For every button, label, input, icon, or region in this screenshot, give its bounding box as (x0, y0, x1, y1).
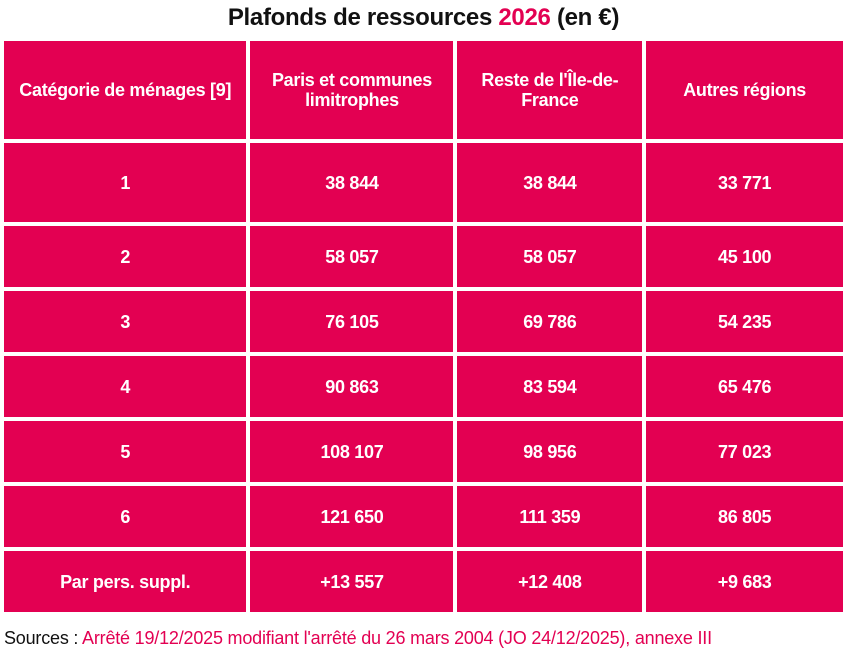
table-row: Par pers. suppl. +13 557 +12 408 +9 683 (4, 551, 843, 612)
cell-idf: +12 408 (457, 551, 643, 612)
cell-paris: 38 844 (250, 143, 454, 222)
header-other-regions: Autres régions (646, 41, 843, 139)
cell-category: 1 (4, 143, 247, 222)
cell-paris: 58 057 (250, 226, 454, 287)
cell-other: 45 100 (646, 226, 843, 287)
table-row: 1 38 844 38 844 33 771 (4, 143, 843, 222)
sources-reference-link[interactable]: Arrêté 19/12/2025 modifiant l'arrêté du … (82, 628, 712, 648)
cell-category: 4 (4, 356, 247, 417)
cell-idf: 58 057 (457, 226, 643, 287)
header-category: Catégorie de ménages [9] (4, 41, 247, 139)
cell-idf: 111 359 (457, 486, 643, 547)
cell-paris: 108 107 (250, 421, 454, 482)
table-row: 4 90 863 83 594 65 476 (4, 356, 843, 417)
page-title: Plafonds de ressources 2026 (en €) (0, 4, 847, 32)
table-row: 3 76 105 69 786 54 235 (4, 291, 843, 352)
cell-paris: +13 557 (250, 551, 454, 612)
cell-other: +9 683 (646, 551, 843, 612)
sources-label: Sources : (4, 628, 83, 648)
table-row: 5 108 107 98 956 77 023 (4, 421, 843, 482)
cell-other: 77 023 (646, 421, 843, 482)
cell-other: 86 805 (646, 486, 843, 547)
cell-idf: 83 594 (457, 356, 643, 417)
cell-other: 54 235 (646, 291, 843, 352)
cell-idf: 38 844 (457, 143, 643, 222)
table-row: 2 58 057 58 057 45 100 (4, 226, 843, 287)
cell-category: Par pers. suppl. (4, 551, 247, 612)
table-header-row: Catégorie de ménages [9] Paris et commun… (4, 41, 843, 139)
sources-note: Sources : Arrêté 19/12/2025 modifiant l'… (4, 628, 712, 649)
cell-other: 33 771 (646, 143, 843, 222)
title-year: 2026 (498, 4, 551, 31)
header-idf: Reste de l'Île-de-France (457, 41, 643, 139)
cell-category: 2 (4, 226, 247, 287)
cell-category: 3 (4, 291, 247, 352)
title-text: Plafonds de ressources (227, 4, 499, 31)
resource-ceilings-table: Catégorie de ménages [9] Paris et commun… (0, 37, 847, 616)
cell-other: 65 476 (646, 356, 843, 417)
cell-category: 5 (4, 421, 247, 482)
header-paris: Paris et communes limitrophes (250, 41, 454, 139)
cell-category: 6 (4, 486, 247, 547)
cell-paris: 76 105 (250, 291, 454, 352)
table-row: 6 121 650 111 359 86 805 (4, 486, 843, 547)
cell-paris: 90 863 (250, 356, 454, 417)
cell-paris: 121 650 (250, 486, 454, 547)
cell-idf: 69 786 (457, 291, 643, 352)
title-suffix: (en €) (550, 4, 620, 31)
cell-idf: 98 956 (457, 421, 643, 482)
